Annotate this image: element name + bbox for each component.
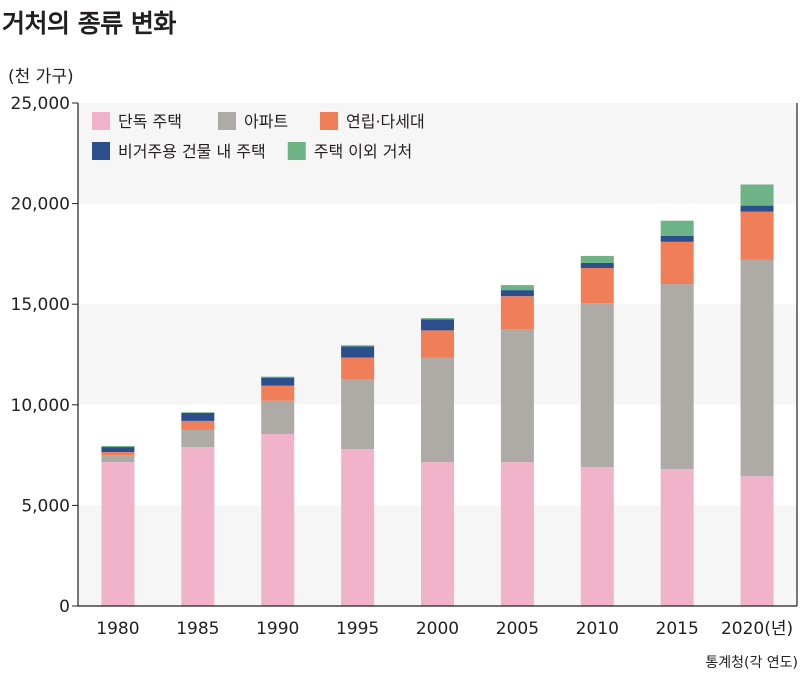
bar-segment [500,285,534,291]
grid-band [78,103,797,204]
bar-segment [580,255,614,263]
axes: 1980 1985 1990 1995 2000 2005 2010 2015 2020(년) 0… [11,94,798,639]
bar-segment [660,469,694,606]
bar-segment [101,452,135,456]
bar-segment [500,296,534,330]
bar-segment [181,429,215,448]
y-tick-label: 5,000 [21,496,70,516]
bar-segment [500,462,534,606]
bar-segment [181,412,215,421]
bar-segment [341,346,375,358]
x-tick-label: 2000 [416,619,459,639]
bar-segment [341,357,375,380]
bar-segment [421,330,454,358]
legend-label: 주택 이외 거처 [314,142,413,161]
bar-segment [421,319,454,331]
bar-segment [660,220,694,236]
x-tick-label: 1980 [96,619,139,639]
chart-title: 거처의 종류 변화 [2,9,176,38]
x-tick-label: 2005 [496,619,539,639]
x-tick-label: 2020(년) [721,619,793,639]
legend-swatch [287,142,306,160]
source-note: 통계청(각 연도) [705,655,798,671]
bars [101,184,774,606]
bar-segment [421,357,454,463]
bar-segment [580,467,614,606]
bar-segment [261,376,295,378]
bar-segment [261,433,295,606]
bar-segment [500,290,534,297]
legend-swatch [92,142,110,160]
legend-swatch [320,112,338,130]
x-tick-label: 1995 [336,619,379,639]
bar-segment [740,211,774,260]
y-tick-label: 25,000 [11,94,70,114]
bar-segment [740,205,774,212]
bar-segment [181,412,215,413]
bar-segment [261,385,295,401]
legend-label: 아파트 [244,112,288,131]
bar-segment [101,462,135,606]
bar-segment [660,284,694,470]
legend-swatch [92,112,110,130]
bar-segment [261,377,295,386]
x-tick-label: 2015 [656,619,699,639]
y-tick-label: 10,000 [11,396,70,416]
bar-segment [421,462,454,606]
bar-segment [740,259,774,477]
y-tick-label: 20,000 [11,195,70,215]
bar-segment [181,447,215,606]
y-tick-label: 0 [59,597,70,617]
x-tick-label: 2010 [576,619,619,639]
bar-segment [580,262,614,268]
bar-segment [580,267,614,304]
bar-segment [101,447,135,453]
bar-segment [101,446,135,448]
bar-segment [181,420,215,430]
bar-segment [740,184,774,206]
y-axis-unit-label: (천 가구) [8,67,74,87]
bar-segment [660,235,694,242]
bar-segment [101,455,135,463]
bar-segment [261,400,295,434]
bar-segment [341,345,375,347]
y-tick-label: 15,000 [11,295,70,315]
bar-segment [660,241,694,285]
bar-segment [341,379,375,450]
bar-segment [421,318,454,320]
x-tick-label: 1990 [256,619,299,639]
bar-segment [580,303,614,468]
bar-segment [500,329,534,463]
legend-swatch [218,112,236,130]
legend-label: 단독 주택 [118,112,182,131]
legend-label: 연립·다세대 [346,112,425,131]
bar-segment [740,476,774,606]
x-tick-label: 1985 [176,619,219,639]
bar-segment [341,449,375,606]
legend-label: 비거주용 건물 내 주택 [118,142,266,161]
